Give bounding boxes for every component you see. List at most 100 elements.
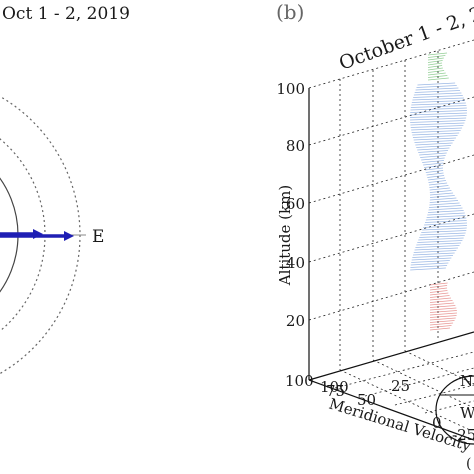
hatch-blue-stroke <box>417 147 450 151</box>
hatch-blue-stroke <box>421 230 467 233</box>
hatch-blue-stroke <box>416 145 452 148</box>
axes-frame <box>308 88 474 441</box>
hatch-blue-stroke <box>429 192 454 196</box>
hatch-green-stroke <box>427 67 443 71</box>
hatch-blue-stroke <box>410 122 465 126</box>
hatch-blue-stroke <box>429 187 450 191</box>
panel-a-title: Oct 1 - 2, 2019 <box>2 4 130 24</box>
hatch-green-stroke <box>427 65 443 68</box>
hatch-blue-stroke <box>412 252 455 256</box>
hatch-red-stroke <box>429 325 452 328</box>
hatch-blue-stroke <box>418 237 464 241</box>
hatch-blue-stroke <box>412 135 458 138</box>
x-tick-0: 0 <box>432 414 442 432</box>
green-trace <box>427 52 449 81</box>
hatch-blue-stroke <box>410 120 466 123</box>
hatch-blue-stroke <box>414 90 460 93</box>
hatch-red-stroke <box>429 300 453 303</box>
z-tick-40: 40 <box>286 254 305 272</box>
hatch-blue-stroke <box>410 105 467 108</box>
hatch-blue-stroke <box>418 150 449 153</box>
hatch-blue-stroke <box>410 125 464 128</box>
hatch-blue-stroke <box>409 115 467 118</box>
hatch-red-stroke <box>429 297 452 301</box>
hatch-green-stroke <box>427 75 448 78</box>
hatch-blue-stroke <box>427 175 445 178</box>
z-tick-80: 80 <box>286 137 305 155</box>
hatch-red-stroke <box>429 310 457 313</box>
hatch-blue-stroke <box>425 170 444 173</box>
hatch-blue-stroke <box>410 262 449 266</box>
hatch-blue-stroke <box>425 217 467 221</box>
hatch-red-stroke <box>429 320 455 323</box>
x-tick-neg25: -25 <box>452 426 474 444</box>
hatch-blue-stroke <box>410 265 448 268</box>
hatch-blue-stroke <box>411 100 465 103</box>
hatch-blue-stroke <box>419 152 447 156</box>
floor-grid <box>334 350 474 431</box>
hatch-blue-stroke <box>423 225 467 228</box>
red-trace <box>429 282 458 331</box>
corner-tick: 100 <box>285 372 314 390</box>
hatch-blue-stroke <box>424 220 467 223</box>
back-wall-grid <box>308 39 474 370</box>
hatch-red-stroke <box>429 322 454 326</box>
hatch-blue-stroke <box>410 107 467 111</box>
compass-w: W <box>460 404 474 422</box>
panel-b-title: October 1 - 2, 20 <box>336 0 474 75</box>
hatch-red-stroke <box>429 282 448 286</box>
hatch-blue-stroke <box>413 92 462 96</box>
hatch-blue-stroke <box>413 137 456 141</box>
panel-b-label: (b) <box>276 0 304 24</box>
x-tick-25: 25 <box>391 377 410 395</box>
hatch-blue-stroke <box>414 140 455 143</box>
hatch-blue-stroke <box>412 132 460 136</box>
hatch-blue-stroke <box>426 172 444 176</box>
floor-hodograph <box>435 375 474 445</box>
hatch-blue-stroke <box>426 215 466 218</box>
hatch-blue-stroke <box>429 185 449 188</box>
hatch-green-stroke <box>427 57 444 61</box>
hatch-blue-stroke <box>428 182 448 186</box>
x-tick-50: 50 <box>357 391 376 409</box>
hatch-red-stroke <box>429 305 456 308</box>
z-tick-100: 100 <box>276 80 305 98</box>
hatch-blue-stroke <box>414 247 458 251</box>
hatch-blue-stroke <box>410 117 467 121</box>
hatch-red-stroke <box>429 302 455 306</box>
hatch-blue-stroke <box>421 157 445 161</box>
hatch-blue-stroke <box>416 242 462 246</box>
panel-a: Oct 1 - 2, 2019 E <box>0 4 130 375</box>
hatch-blue-stroke <box>411 260 450 263</box>
hatch-blue-stroke <box>422 160 444 163</box>
x-tick-75: 75 <box>326 382 345 400</box>
hatch-blue-stroke <box>429 197 457 201</box>
hatch-green-stroke <box>427 77 449 81</box>
hatch-blue-stroke <box>423 162 444 166</box>
hatch-blue-stroke <box>412 97 464 101</box>
hatch-blue-stroke <box>424 167 444 171</box>
hatch-green-stroke <box>427 60 443 63</box>
z-axis-label: Altitude (km) <box>276 185 294 286</box>
hatch-blue-stroke <box>411 130 461 133</box>
hatch-red-stroke <box>429 327 451 331</box>
velocity-traces <box>409 52 468 331</box>
hatch-blue-stroke <box>417 240 463 243</box>
hatch-blue-stroke <box>420 155 446 158</box>
x-tick-100: 100 <box>320 378 349 396</box>
hatch-blue-stroke <box>427 177 445 181</box>
hatch-green-stroke <box>427 52 448 56</box>
hatch-blue-stroke <box>429 190 452 193</box>
wind-arrow-2-head <box>64 231 74 241</box>
hatch-blue-stroke <box>412 255 454 258</box>
hatch-blue-stroke <box>428 180 446 183</box>
hatch-red-stroke <box>429 315 457 318</box>
hatch-red-stroke <box>429 292 449 296</box>
hatch-blue-stroke <box>419 235 465 238</box>
z-tick-20: 20 <box>286 312 305 330</box>
z-ticks: 100 80 60 40 20 <box>276 80 305 330</box>
hatch-blue-stroke <box>416 85 457 88</box>
hatch-blue-stroke <box>427 212 465 216</box>
x-axis-label-tail: ( <box>466 456 471 472</box>
hatch-blue-stroke <box>413 95 463 98</box>
